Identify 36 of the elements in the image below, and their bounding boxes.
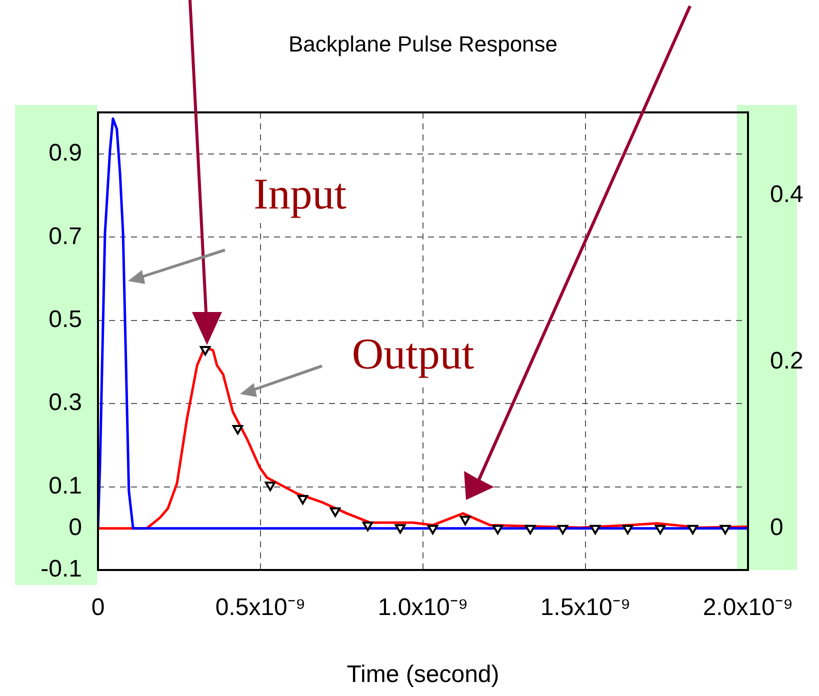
x-tick-label: 2.0x10⁻⁹ <box>702 594 794 622</box>
y-tick-label: 0.9 <box>48 140 82 167</box>
y-tick-label: 0.3 <box>48 389 82 416</box>
x-tick-label: 0 <box>91 594 105 622</box>
y2-tick-label: 0 <box>770 514 784 542</box>
point <box>687 524 698 534</box>
y2-tick-label: 0.2 <box>770 348 804 375</box>
x-tick-label: 0.5x10⁻⁹ <box>215 594 306 622</box>
point <box>622 524 634 534</box>
point <box>427 524 438 534</box>
y-tick-label: 0.7 <box>48 222 82 250</box>
text: Output <box>352 330 474 379</box>
point <box>297 494 308 504</box>
point <box>524 524 536 534</box>
y-tick-label: 0.5 <box>48 306 82 334</box>
point <box>460 516 471 526</box>
y-tick-label: 0.1 <box>48 472 82 500</box>
point <box>330 507 341 517</box>
point <box>557 524 568 534</box>
point <box>200 346 211 356</box>
y-tick-label: 0 <box>68 514 82 542</box>
chart-title: Backplane Pulse Response <box>288 31 558 56</box>
point <box>394 524 406 534</box>
x-tick-label: 1.5x10⁻⁹ <box>540 594 631 622</box>
point <box>654 524 666 534</box>
text: Input <box>254 170 346 219</box>
point <box>590 524 601 534</box>
point <box>720 524 731 534</box>
y-tick-label: -0.1 <box>40 556 82 583</box>
point <box>232 425 244 435</box>
x-axis-title: Time (second) <box>346 661 500 688</box>
point <box>362 522 374 532</box>
point <box>264 482 276 492</box>
point <box>492 524 504 534</box>
x-tick-label: 1.0x10⁻⁹ <box>378 594 468 622</box>
y2-tick-label: 0.4 <box>770 181 804 208</box>
